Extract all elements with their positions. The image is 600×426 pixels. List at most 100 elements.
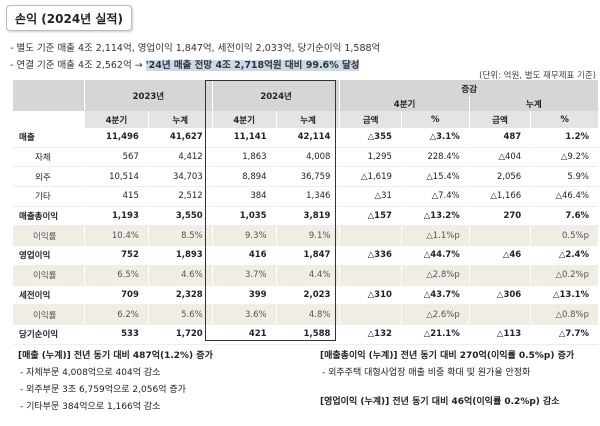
cell: 228.4% xyxy=(400,147,470,167)
cell: △310 xyxy=(339,285,402,305)
cell: 384 xyxy=(211,186,277,207)
cell: 10.4% xyxy=(84,225,149,246)
header-blank xyxy=(12,80,85,111)
cell: 8.5% xyxy=(147,225,213,246)
cell: 34,703 xyxy=(147,166,213,187)
row-label: 이익률 xyxy=(12,304,85,325)
cell: △132 xyxy=(339,324,402,345)
cell: 9.3% xyxy=(211,225,277,246)
income-table: 2023년 2024년 증감 4분기 누계 4분기 누계 4분기 누계 금액% 금액% 매출 11… xyxy=(12,80,598,345)
cell: 421 xyxy=(211,324,277,345)
cell: 1,295 xyxy=(339,147,402,167)
row-label: 기타 xyxy=(12,186,85,207)
table-row: 세전이익 709 2,328 399 2,023 △310 △43.7% △306 △13.1% xyxy=(12,285,598,305)
note-item: - 외주부문 3조 6,759억으로 2,056억 증가 xyxy=(20,385,186,395)
bullet-text: - 연결 기준 매출 4조 2,562억 → xyxy=(10,60,146,71)
cell: △43.7% xyxy=(400,285,470,305)
table-row: 매출총이익 1,193 3,550 1,035 3,819 △157 △13.2% 270 7.… xyxy=(12,206,598,226)
cell: 4,412 xyxy=(147,147,213,167)
cell xyxy=(339,265,402,285)
cell: 1,847 xyxy=(275,245,340,266)
cell: 4,008 xyxy=(275,147,340,167)
note-item: - 기타부문 384억으로 1,166억 감소 xyxy=(20,402,161,412)
header-2023: 2023년 xyxy=(84,80,213,111)
cell: △3.1% xyxy=(400,128,470,148)
cell: 41,627 xyxy=(147,128,213,148)
header-change: 증감 xyxy=(339,80,598,97)
header-pct: % xyxy=(400,111,470,128)
cell: 5.9% xyxy=(530,166,598,187)
note-head-2: [영업이익 (누계)] 전년 동기 대비 46억(이익률 0.2%p) 감소 xyxy=(320,397,560,407)
table-row: 이익률 10.4% 8.5% 9.3% 9.1% △1.1%p 0.5%p xyxy=(12,225,598,246)
cell: 6.2% xyxy=(84,304,149,325)
cell: △13.1% xyxy=(530,285,598,305)
cell: △7.7% xyxy=(530,324,598,345)
header-cum: 누계 xyxy=(275,111,340,128)
header-q4: 4분기 xyxy=(211,111,277,128)
cell: △31 xyxy=(339,186,402,207)
cell: △113 xyxy=(468,324,531,345)
table-row: 영업이익 752 1,893 416 1,847 △336 △44.7% △46 △2.4% xyxy=(12,245,598,266)
cell: 9.1% xyxy=(275,225,340,246)
cell: △13.2% xyxy=(400,206,470,226)
cell: △0.8%p xyxy=(530,304,598,325)
row-label: 영업이익 xyxy=(12,245,85,266)
cell: 6.5% xyxy=(84,265,149,285)
cell: △15.4% xyxy=(400,166,470,187)
cell: 1.2% xyxy=(530,128,598,148)
row-label: 이익률 xyxy=(12,265,85,285)
cell: 3,550 xyxy=(147,206,213,226)
cell: △1.1%p xyxy=(400,225,470,246)
cell: 567 xyxy=(84,147,149,167)
note-item: - 외주주택 대형사업장 매출 비중 확대 및 원가율 안정화 xyxy=(322,368,531,378)
cell: △306 xyxy=(468,285,531,305)
header-cum: 누계 xyxy=(147,111,213,128)
cell: 1,588 xyxy=(275,324,340,345)
cell: 4.4% xyxy=(275,265,340,285)
cell: 415 xyxy=(84,186,149,207)
cell: 3.6% xyxy=(211,304,277,325)
cell: △46.4% xyxy=(530,186,598,207)
bullet-consolidated: - 연결 기준 매출 4조 2,562억 → '24년 매출 전망 4조 2,7… xyxy=(10,57,360,71)
table-row: 자체 567 4,412 1,863 4,008 1,295 228.4% △404 △9.2% xyxy=(12,147,598,167)
bullet-standalone: - 별도 기준 매출 4조 2,114억, 영업이익 1,847억, 세전이익 … xyxy=(10,43,381,54)
cell: 1,193 xyxy=(84,206,149,226)
cell: 533 xyxy=(84,324,149,345)
table-row: 이익률 6.2% 5.6% 3.6% 4.8% △2.6%p △0.8%p xyxy=(12,304,598,325)
cell: 0.5%p xyxy=(530,225,598,246)
row-label: 외주 xyxy=(12,166,85,187)
cell: △46 xyxy=(468,245,531,266)
cell: 2,328 xyxy=(147,285,213,305)
cell: 42,114 xyxy=(275,128,340,148)
cell: △2.8%p xyxy=(400,265,470,285)
header-pct: % xyxy=(530,111,598,128)
cell: △1,619 xyxy=(339,166,402,187)
table-row: 외주 10,514 34,703 8,894 36,759 △1,619 △15.4% 2,0… xyxy=(12,166,598,187)
cell: 2,023 xyxy=(275,285,340,305)
cell: 752 xyxy=(84,245,149,266)
cell: △44.7% xyxy=(400,245,470,266)
notes-right: [매출총이익 (누계)] 전년 동기 대비 270억(이익률 0.5%p) 증가… xyxy=(320,348,574,411)
note-head: [매출 (누계)] 전년 동기 대비 487억(1.2%) 증가 xyxy=(18,351,213,361)
table-row: 매출 11,496 41,627 11,141 42,114 △355 △3.1% 487 1.… xyxy=(12,128,598,148)
header-amount: 금액 xyxy=(339,111,402,128)
cell: 3.7% xyxy=(211,265,277,285)
cell: 36,759 xyxy=(275,166,340,187)
cell: 10,514 xyxy=(84,166,149,187)
notes-left: [매출 (누계)] 전년 동기 대비 487억(1.2%) 증가 - 자체부문 … xyxy=(18,348,213,416)
cell: △355 xyxy=(339,128,402,148)
cell: 2,512 xyxy=(147,186,213,207)
cell: 1,346 xyxy=(275,186,340,207)
cell: 399 xyxy=(211,285,277,305)
cell: △2.4% xyxy=(530,245,598,266)
cell: 1,035 xyxy=(211,206,277,226)
cell: △9.2% xyxy=(530,147,598,167)
cell: 1,720 xyxy=(147,324,213,345)
page-title: 손익 (2024년 실적) xyxy=(6,5,132,31)
highlight-text: '24년 매출 전망 4조 2,718억원 대비 99.6% 달성 xyxy=(145,60,360,71)
table-row: 당기순이익 533 1,720 421 1,588 △132 △21.1% △113 △7.7% xyxy=(12,324,598,345)
cell: 8,894 xyxy=(211,166,277,187)
cell: 3,819 xyxy=(275,206,340,226)
cell: 1,863 xyxy=(211,147,277,167)
cell xyxy=(339,225,402,246)
